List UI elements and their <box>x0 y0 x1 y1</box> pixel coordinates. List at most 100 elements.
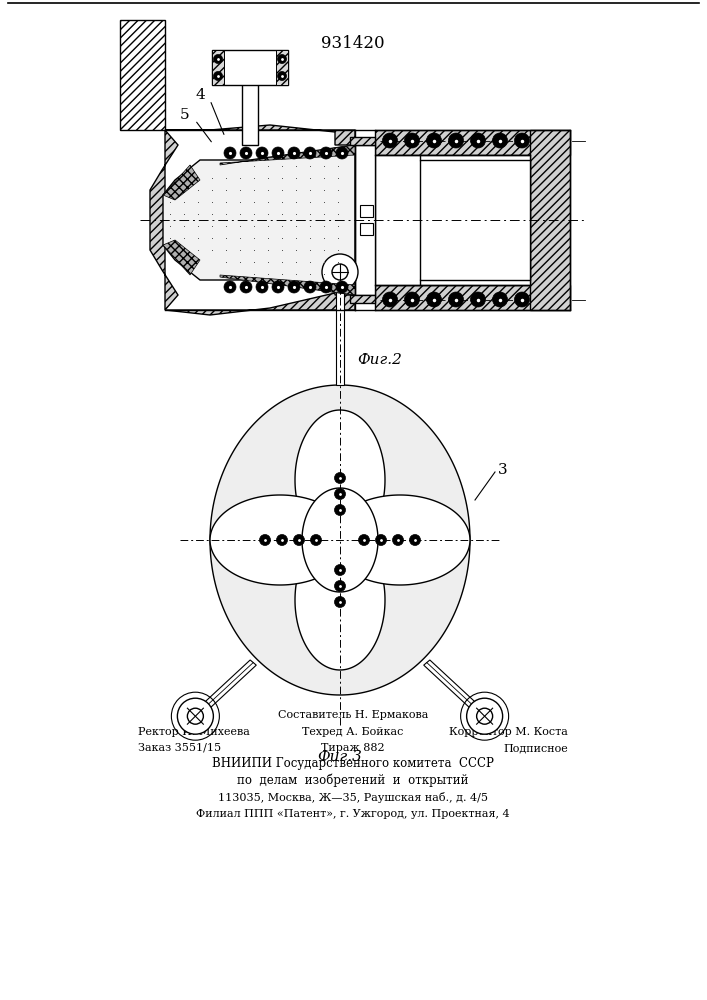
Circle shape <box>470 133 486 148</box>
Polygon shape <box>295 530 385 670</box>
Text: Филиал ППП «Патент», г. Ужгород, ул. Проектная, 4: Филиал ППП «Патент», г. Ужгород, ул. Про… <box>196 809 510 819</box>
Text: 931420: 931420 <box>321 35 385 52</box>
Circle shape <box>276 534 288 546</box>
Polygon shape <box>165 293 355 315</box>
Circle shape <box>304 281 316 293</box>
Circle shape <box>187 708 204 724</box>
Circle shape <box>259 534 271 546</box>
Circle shape <box>334 596 346 607</box>
Polygon shape <box>163 240 200 275</box>
Circle shape <box>214 72 223 81</box>
Polygon shape <box>242 60 258 145</box>
Circle shape <box>272 147 284 159</box>
Polygon shape <box>350 137 375 145</box>
Circle shape <box>332 264 348 280</box>
Circle shape <box>310 534 322 546</box>
Circle shape <box>320 281 332 293</box>
Polygon shape <box>120 20 165 130</box>
Circle shape <box>334 580 346 591</box>
Circle shape <box>358 534 370 546</box>
Polygon shape <box>212 50 224 85</box>
Text: по  делам  изобретений  и  открытий: по делам изобретений и открытий <box>238 774 469 787</box>
Text: ВНИИПИ Государственного комитета  СССР: ВНИИПИ Государственного комитета СССР <box>212 757 494 770</box>
Text: Составитель Н. Ермакова: Составитель Н. Ермакова <box>278 710 428 720</box>
Polygon shape <box>350 295 375 303</box>
Polygon shape <box>336 290 344 385</box>
Circle shape <box>448 133 464 148</box>
Circle shape <box>240 147 252 159</box>
Text: 5: 5 <box>180 108 189 122</box>
Circle shape <box>467 698 503 734</box>
Circle shape <box>336 281 348 293</box>
Circle shape <box>214 54 223 64</box>
Circle shape <box>515 292 530 307</box>
Text: 4: 4 <box>195 88 205 102</box>
Circle shape <box>336 147 348 159</box>
Polygon shape <box>163 165 200 200</box>
Circle shape <box>334 473 346 484</box>
Circle shape <box>334 488 346 499</box>
Polygon shape <box>360 205 373 217</box>
Circle shape <box>515 133 530 148</box>
Text: Подписное: Подписное <box>503 743 568 753</box>
Text: 113035, Москва, Ж—35, Раушская наб., д. 4/5: 113035, Москва, Ж—35, Раушская наб., д. … <box>218 792 488 803</box>
Polygon shape <box>210 495 350 585</box>
Circle shape <box>278 72 286 81</box>
Circle shape <box>320 147 332 159</box>
Circle shape <box>240 281 252 293</box>
Circle shape <box>470 292 486 307</box>
Polygon shape <box>375 155 530 285</box>
Circle shape <box>404 133 419 148</box>
Polygon shape <box>220 275 355 295</box>
Circle shape <box>404 292 419 307</box>
Circle shape <box>375 534 387 546</box>
Polygon shape <box>355 145 375 295</box>
Polygon shape <box>212 50 288 85</box>
Circle shape <box>382 292 397 307</box>
Circle shape <box>293 534 305 546</box>
Text: Заказ 3551/15: Заказ 3551/15 <box>138 743 221 753</box>
Polygon shape <box>210 385 470 695</box>
Polygon shape <box>375 285 570 310</box>
Circle shape <box>322 254 358 290</box>
Circle shape <box>278 54 286 64</box>
Polygon shape <box>423 660 488 719</box>
Circle shape <box>493 133 508 148</box>
Polygon shape <box>220 145 355 165</box>
Circle shape <box>272 281 284 293</box>
Circle shape <box>392 534 404 546</box>
Polygon shape <box>163 145 355 295</box>
Circle shape <box>334 564 346 576</box>
Circle shape <box>177 698 214 734</box>
Circle shape <box>426 133 441 148</box>
Text: Ректор И. Михеева: Ректор И. Михеева <box>138 727 250 737</box>
Circle shape <box>256 281 268 293</box>
Polygon shape <box>192 660 257 719</box>
Text: Фиг.3: Фиг.3 <box>317 750 363 764</box>
Polygon shape <box>302 488 378 592</box>
Circle shape <box>493 292 508 307</box>
Polygon shape <box>420 160 530 280</box>
Text: Фиг.2: Фиг.2 <box>358 353 402 367</box>
Circle shape <box>477 708 493 724</box>
Polygon shape <box>165 125 355 145</box>
Circle shape <box>426 292 441 307</box>
Circle shape <box>382 133 397 148</box>
Polygon shape <box>375 130 570 155</box>
Polygon shape <box>330 495 470 585</box>
Polygon shape <box>150 130 178 310</box>
Circle shape <box>256 147 268 159</box>
Text: Тираж 882: Тираж 882 <box>321 743 385 753</box>
Text: 3: 3 <box>498 463 508 477</box>
Circle shape <box>288 147 300 159</box>
Circle shape <box>224 147 236 159</box>
Polygon shape <box>530 130 570 310</box>
Circle shape <box>288 281 300 293</box>
Circle shape <box>224 281 236 293</box>
Circle shape <box>304 147 316 159</box>
Polygon shape <box>276 50 288 85</box>
Circle shape <box>409 534 421 546</box>
Text: Техред А. Бойкас: Техред А. Бойкас <box>303 727 404 737</box>
Text: Корректор М. Коста: Корректор М. Коста <box>449 727 568 737</box>
Polygon shape <box>360 223 373 235</box>
